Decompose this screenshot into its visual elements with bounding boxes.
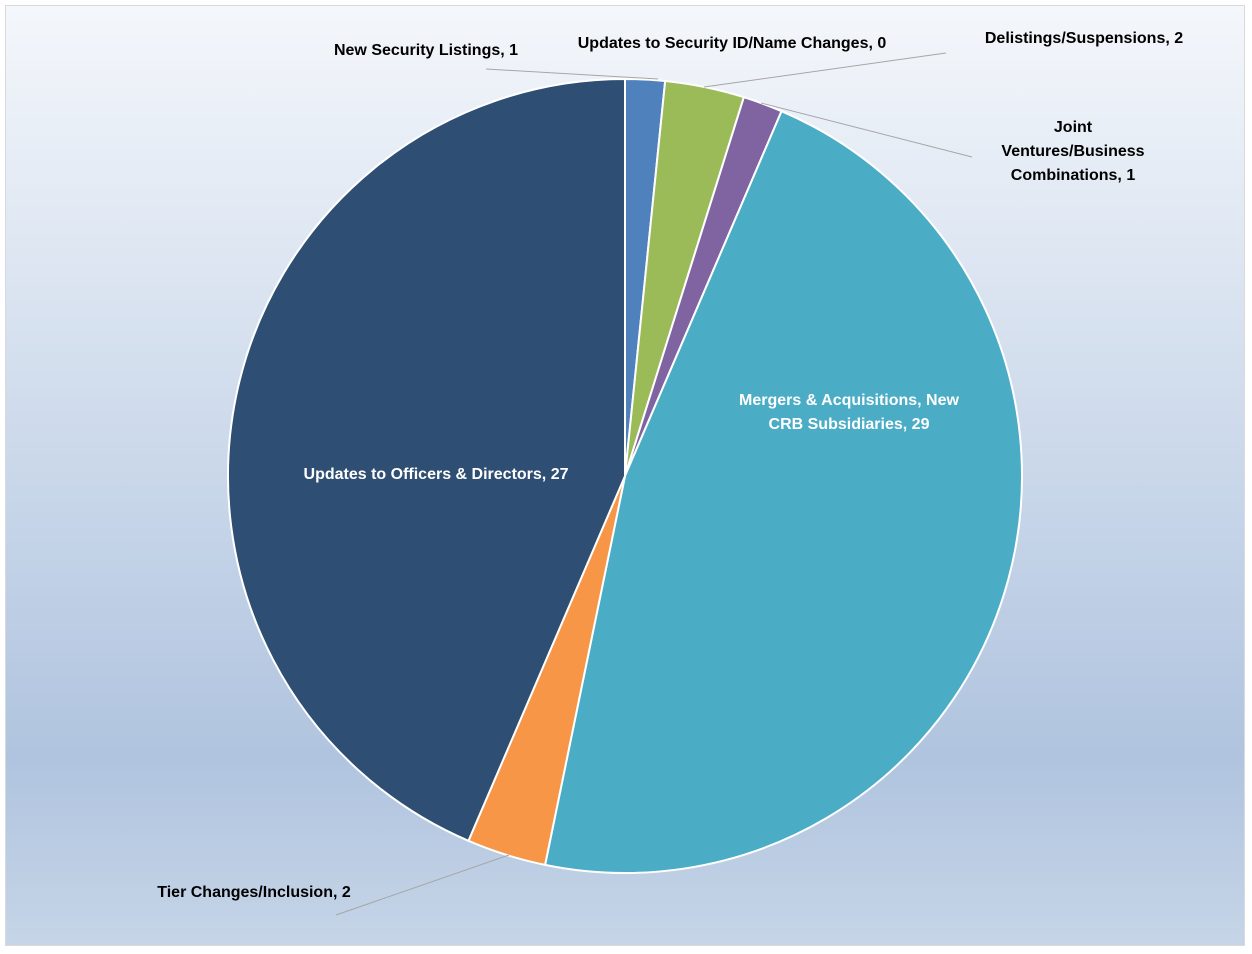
slice-labels: New Security Listings, 1 Updates to Secur…: [157, 30, 1183, 901]
data-label-updates-to-officers-and-directors: Updates to Officers & Directors, 27: [304, 466, 569, 483]
data-label-delistings-suspensions: Delistings/Suspensions, 2: [985, 30, 1183, 47]
data-label-updates-to-security-id-name-changes: Updates to Security ID/Name Changes, 0: [578, 35, 887, 52]
leader-lines: [335, 52, 973, 916]
leader-line-delistings-suspensions: [703, 52, 947, 88]
chart-frame: New Security Listings, 1 Updates to Secur…: [5, 5, 1245, 946]
pie-slices: [226, 78, 1023, 874]
data-label-tier-changes-inclusion: Tier Changes/Inclusion, 2: [157, 884, 351, 901]
data-label-new-security-listings: New Security Listings, 1: [334, 42, 518, 59]
pie-slice-mergers-and-acquisitions-new-crb-subsidiaries: [544, 110, 1023, 874]
data-label-joint-ventures-business-combinations: Joint Ventures/Business Combinations, 1: [1001, 119, 1144, 184]
data-label-mergers-and-acquisitions-new-crb-subsidiaries: Mergers & Acquisitions, New CRB Subsidiar…: [739, 392, 959, 433]
leader-line-joint-ventures-business-combinations: [760, 102, 973, 158]
leader-line-new-security-listings: [485, 68, 659, 80]
pie-chart: New Security Listings, 1 Updates to Secur…: [6, 6, 1244, 945]
leader-line-tier-changes-inclusion: [335, 854, 510, 916]
pie-slice-updates-to-officers-and-directors: [226, 78, 626, 842]
